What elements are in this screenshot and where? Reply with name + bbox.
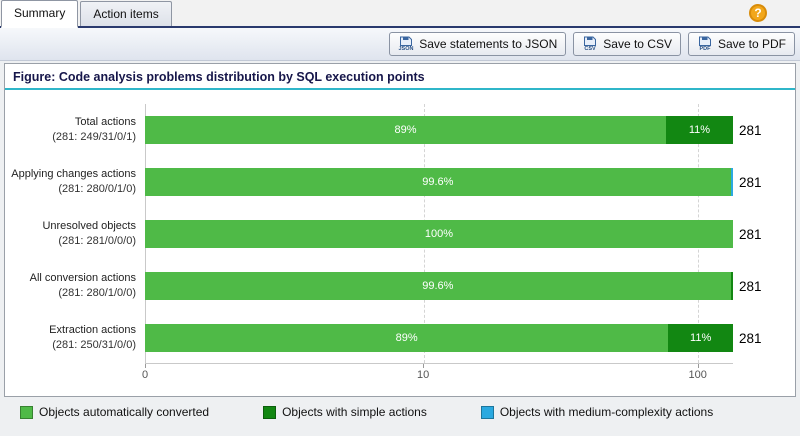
category-label: Extraction actions (281: 250/31/0/0): [5, 323, 145, 353]
category-counts: (281: 250/31/0/0): [52, 339, 136, 351]
tab-bar: Summary Action items ?: [0, 0, 800, 28]
tab-summary[interactable]: Summary: [1, 0, 79, 28]
x-axis-tick-label: 0: [141, 369, 149, 381]
stacked-bar: 99.6%: [145, 272, 733, 300]
tab-action-items[interactable]: Action items: [80, 1, 172, 26]
help-icon[interactable]: ?: [749, 4, 767, 22]
category-counts: (281: 249/31/0/1): [52, 131, 136, 143]
bar-segment: 99.6%: [145, 168, 731, 196]
legend-label: Objects with simple actions: [282, 405, 427, 419]
bar-segment: 89%: [145, 324, 669, 352]
x-axis-tick: [145, 364, 146, 368]
category-counts: (281: 280/1/0/0): [58, 287, 136, 299]
title-underline: [5, 88, 795, 90]
chart-legend: Objects automatically converted Objects w…: [20, 405, 800, 419]
chart-rows: Total actions (281: 249/31/0/1) 89% 11% 281 A…: [5, 104, 795, 364]
bar-chart: Total actions (281: 249/31/0/1) 89% 11% 281 A…: [5, 104, 795, 388]
toolbar: JSON Save statements to JSON CSV Save to…: [0, 28, 800, 61]
app-window: Summary Action items ? JSON Save stateme…: [0, 0, 800, 419]
save-pdf-icon-label: PDF: [699, 46, 711, 51]
category-counts: (281: 281/0/0/0): [58, 235, 136, 247]
category-label: Applying changes actions (281: 280/0/1/0): [5, 167, 145, 197]
bar-total: 281: [739, 226, 762, 242]
x-axis: 0 10 100: [141, 364, 733, 386]
bar-total: 281: [739, 122, 762, 138]
figure-title: Figure: Code analysis problems distribut…: [13, 70, 425, 84]
save-to-pdf-button[interactable]: PDF Save to PDF: [687, 32, 795, 56]
category-name: Unresolved objects: [42, 220, 136, 233]
legend-swatch: [20, 405, 33, 419]
category-name: Total actions: [74, 116, 136, 129]
bar-segment: [730, 168, 733, 196]
stacked-bar: 100%: [145, 220, 733, 248]
category-label: Total actions (281: 249/31/0/1): [5, 115, 145, 145]
save-pdf-button-label: Save to PDF: [717, 37, 786, 51]
category-name: All conversion actions: [29, 272, 136, 285]
category-label: Unresolved objects (281: 281/0/0/0): [5, 219, 145, 249]
x-axis-tick: [697, 364, 699, 368]
bar-total: 281: [739, 174, 762, 190]
save-csv-button-label: Save to CSV: [603, 37, 672, 51]
bar-segment: 100%: [145, 220, 733, 248]
save-statements-to-json-button[interactable]: JSON Save statements to JSON: [389, 32, 567, 56]
legend-item: Objects with simple actions: [263, 405, 427, 419]
save-json-icon-label: JSON: [399, 46, 414, 51]
x-axis-tick-label: 100: [688, 369, 707, 381]
legend-swatch: [263, 405, 277, 419]
legend-item: Objects automatically converted: [20, 405, 209, 419]
chart-row: Applying changes actions (281: 280/0/1/0)…: [5, 156, 795, 208]
legend-swatch: [480, 405, 494, 419]
save-pdf-icon: PDF: [697, 35, 713, 54]
chart-row: Total actions (281: 249/31/0/1) 89% 11% 281: [5, 104, 795, 156]
category-counts: (281: 280/0/1/0): [58, 183, 136, 195]
save-json-button-label: Save statements to JSON: [419, 37, 558, 51]
legend-label: Objects automatically converted: [39, 405, 210, 419]
save-csv-icon-label: CSV: [585, 46, 597, 51]
bar-segment: 89%: [145, 116, 666, 144]
bar-total: 281: [739, 278, 762, 294]
save-json-icon: JSON: [398, 35, 414, 54]
legend-item: Objects with medium-complexity actions: [480, 405, 714, 419]
category-label: All conversion actions (281: 280/1/0/0): [5, 271, 145, 301]
x-axis-tick-label: 10: [416, 369, 430, 381]
stacked-bar: 99.6%: [145, 168, 733, 196]
chart-row: Extraction actions (281: 250/31/0/0) 89% 11…: [5, 312, 795, 364]
save-to-csv-button[interactable]: CSV Save to CSV: [573, 32, 681, 56]
legend-label: Objects with medium-complexity actions: [499, 405, 714, 419]
chart-row: Unresolved objects (281: 281/0/0/0) 100% 28…: [5, 208, 795, 260]
bar-total: 281: [739, 330, 762, 346]
bar-segment: 11%: [665, 116, 733, 144]
bar-segment: [730, 272, 733, 300]
x-axis-tick: [423, 364, 425, 368]
category-name: Extraction actions: [49, 324, 136, 337]
category-name: Applying changes actions: [11, 168, 136, 181]
stacked-bar: 89% 11%: [145, 324, 733, 352]
bar-segment: 11%: [668, 324, 733, 352]
stacked-bar: 89% 11%: [145, 116, 733, 144]
chart-row: All conversion actions (281: 280/1/0/0) 99…: [5, 260, 795, 312]
save-csv-icon: CSV: [582, 35, 598, 54]
bar-segment: 99.6%: [145, 272, 731, 300]
figure-panel: Figure: Code analysis problems distribut…: [4, 63, 796, 397]
